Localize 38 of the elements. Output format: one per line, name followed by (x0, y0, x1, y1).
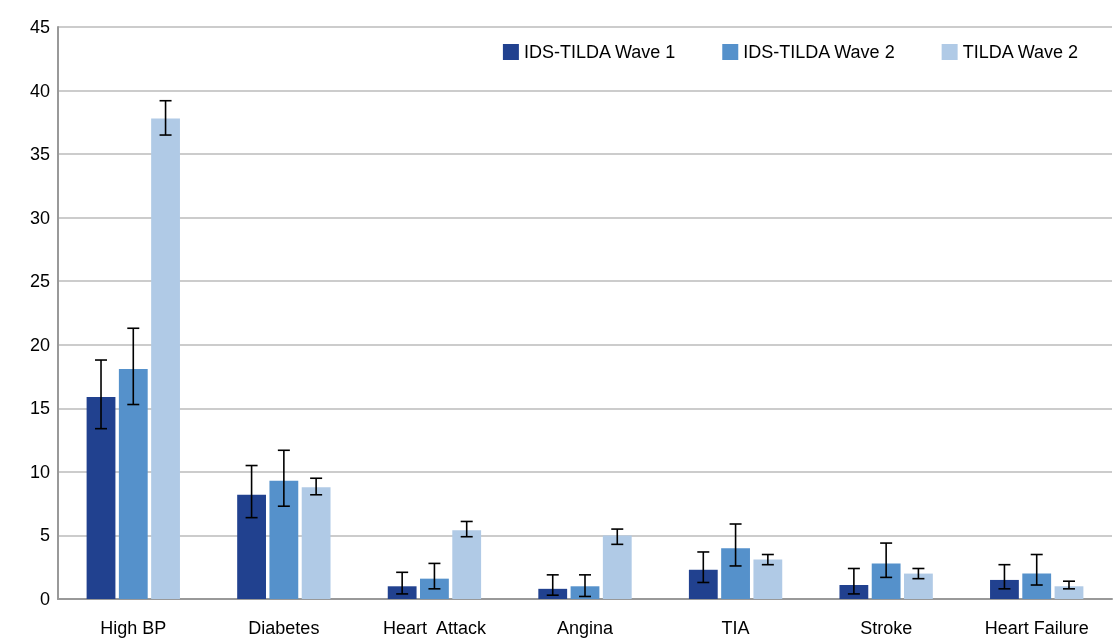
y-tick-label: 20 (29, 334, 50, 355)
x-tick-label: Stroke (860, 618, 913, 638)
legend-label: TILDA Wave 2 (962, 42, 1079, 62)
y-tick-label: 15 (29, 398, 50, 419)
bar (1054, 586, 1084, 599)
bar (452, 530, 482, 599)
x-tick-label: TIA (721, 618, 750, 638)
bar (688, 569, 718, 599)
y-tick-label: 10 (29, 461, 50, 482)
bar (118, 368, 148, 599)
y-tick-label: 40 (29, 80, 50, 101)
legend-label: IDS-TILDA Wave 2 (743, 42, 895, 62)
bar (990, 579, 1019, 599)
bar (86, 396, 116, 599)
y-tick-label: 25 (29, 271, 50, 292)
y-tick-label: 35 (29, 144, 50, 165)
bar (839, 585, 869, 599)
bar (151, 118, 180, 599)
x-tick-label: Angina (556, 618, 615, 638)
bar (1022, 573, 1052, 599)
bar (721, 548, 750, 599)
bar (269, 480, 299, 599)
y-tick-label: 30 (29, 207, 50, 228)
bar (237, 494, 266, 599)
y-tick-label: 5 (39, 525, 50, 546)
x-tick-label: Diabetes (248, 618, 320, 638)
bar (871, 563, 901, 599)
x-tick-label: High BP (100, 618, 167, 638)
bar (420, 578, 449, 599)
x-tick-label: Heart Attack (382, 618, 487, 638)
y-tick-label: 0 (39, 589, 50, 609)
y-tick-label: 45 (29, 17, 50, 37)
bar (301, 487, 331, 599)
x-tick-label: Heart Failure (984, 618, 1089, 638)
bar (753, 559, 783, 599)
legend-label: IDS-TILDA Wave 1 (523, 42, 676, 62)
bar (904, 573, 933, 599)
bar (602, 535, 632, 599)
